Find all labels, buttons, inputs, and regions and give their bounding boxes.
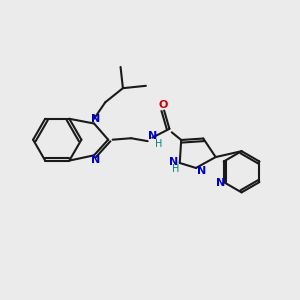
Text: H: H: [155, 139, 163, 149]
Text: H: H: [172, 164, 179, 174]
Text: O: O: [158, 100, 168, 110]
Text: N: N: [169, 157, 178, 167]
Text: N: N: [91, 114, 101, 124]
Text: N: N: [216, 178, 225, 188]
Text: N: N: [91, 155, 101, 165]
Text: N: N: [148, 131, 157, 142]
Text: N: N: [197, 167, 206, 176]
